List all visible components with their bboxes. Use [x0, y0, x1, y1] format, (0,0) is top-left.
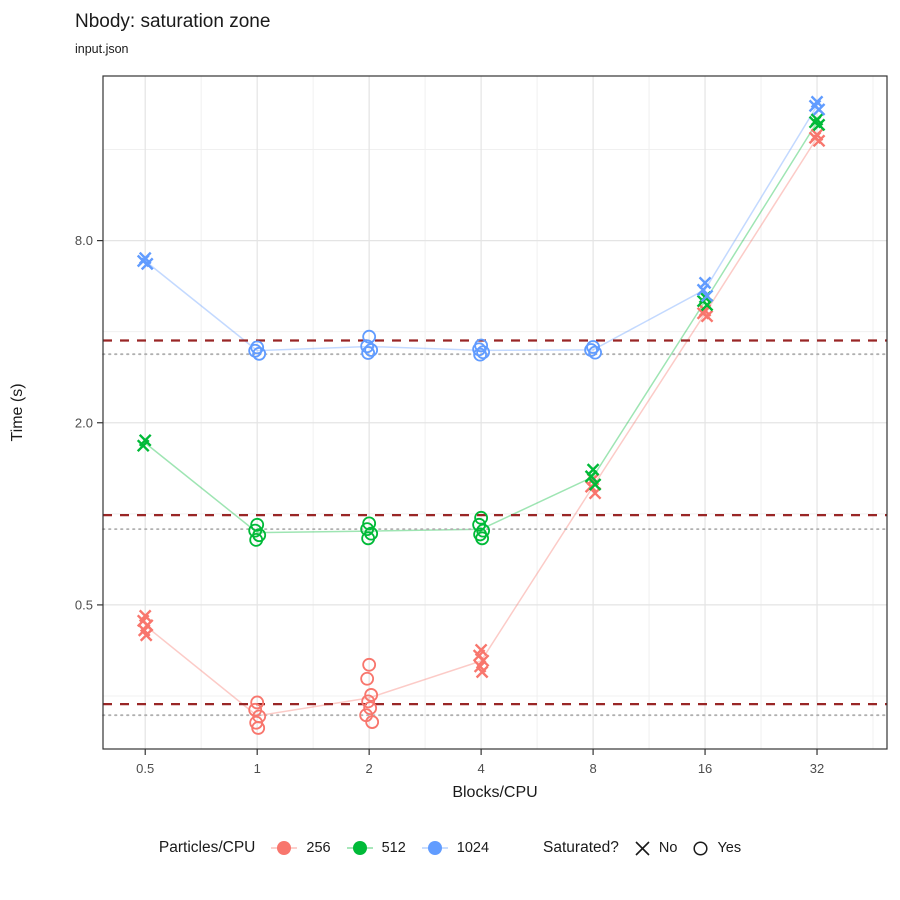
x-tick-label: 16	[698, 761, 712, 776]
x-tick-label: 2	[366, 761, 373, 776]
y-tick-label: 2.0	[75, 415, 93, 430]
circle-marker-icon	[693, 840, 708, 856]
marker-circle	[360, 522, 375, 537]
legend-label-yes: Yes	[717, 840, 742, 856]
marker-x	[700, 298, 714, 312]
marker-circle	[363, 701, 378, 715]
marker-x	[700, 309, 714, 323]
y-axis-title: Time (s)	[9, 383, 26, 441]
x-tick-label: 4	[478, 761, 485, 776]
x-marker-icon	[635, 840, 650, 856]
marker-circle	[472, 342, 487, 357]
x-glyph	[635, 840, 650, 856]
marker-circle	[248, 343, 263, 358]
marker-x	[136, 439, 150, 453]
legend-color-title: Particles/CPU	[158, 839, 256, 856]
x-axis-title: Blocks/CPU	[452, 784, 537, 801]
legend-item-512: 512	[345, 838, 406, 858]
marker-circle	[252, 346, 267, 361]
marker-circle	[473, 347, 488, 362]
circle-glyph	[693, 840, 708, 856]
marker-circle	[362, 657, 377, 672]
key-dot	[277, 841, 292, 855]
mean-line	[144, 105, 818, 352]
plot-panel: 0.5 1 2 4 8 16 32 0.5 2.0 8.0 Blocks/CPU Time (s)	[9, 75, 888, 801]
panel-background	[103, 76, 887, 749]
legend-item-yes: Yes	[691, 839, 741, 858]
x-tick-label: 1	[254, 761, 261, 776]
point-line-key-icon	[346, 841, 373, 855]
legend-item-1024: 1024	[420, 838, 489, 858]
marker-x	[140, 257, 154, 271]
marker-circle	[251, 721, 266, 735]
legend-label-no: No	[658, 840, 678, 856]
marker-circle	[360, 671, 375, 686]
marker-circle	[362, 329, 377, 344]
legend-shape-title: Saturated?	[543, 839, 619, 856]
key-dot	[352, 841, 367, 855]
marker-circle	[361, 346, 376, 360]
marker-x	[812, 134, 826, 148]
x-tick-label: 8	[589, 761, 596, 776]
legend-item-256: 256	[269, 838, 331, 858]
marker-x	[812, 103, 826, 116]
marker-circle	[586, 340, 600, 354]
marker-x	[696, 283, 710, 297]
marker-circle	[364, 688, 379, 702]
y-tick-label: 8.0	[75, 233, 93, 248]
panel-border	[102, 75, 888, 750]
marker-circle	[361, 531, 376, 546]
marker-circle	[250, 517, 265, 532]
marker-x	[139, 628, 153, 642]
x-tick-label: 32	[810, 761, 824, 776]
marker-circle	[588, 345, 602, 360]
marker-x	[588, 478, 602, 491]
marker-circle	[364, 343, 379, 357]
point-line-key-icon	[271, 841, 298, 855]
marker-x	[584, 470, 598, 483]
marker-x	[475, 665, 489, 679]
chart-subtitle: input.json	[75, 42, 129, 56]
marker-circle	[476, 345, 491, 360]
x-tick-label: 0.5	[136, 761, 154, 776]
chart-title: Nbody: saturation zone	[75, 11, 271, 32]
legend-label-256: 256	[306, 840, 331, 856]
legend-label-512: 512	[381, 840, 406, 856]
marker-x	[812, 118, 826, 132]
marker-circle	[362, 516, 377, 531]
marker-circle	[361, 694, 376, 709]
y-tick-label: 0.5	[75, 597, 93, 612]
marker-circle	[475, 531, 490, 546]
marker-circle	[360, 339, 375, 354]
key-dot	[427, 841, 442, 855]
marker-circle	[365, 715, 380, 729]
legend-item-no: No	[633, 839, 678, 858]
marker-circle	[476, 523, 491, 538]
marker-x	[700, 289, 714, 303]
legend-label-1024: 1024	[456, 840, 490, 856]
marker-circle	[250, 695, 265, 710]
point-line-key-icon	[421, 841, 448, 855]
marker-circle	[248, 523, 263, 538]
marker-circle	[249, 533, 264, 547]
marker-circle	[474, 510, 489, 525]
legend: Particles/CPU 256 512 1024 Saturated?	[0, 838, 900, 858]
